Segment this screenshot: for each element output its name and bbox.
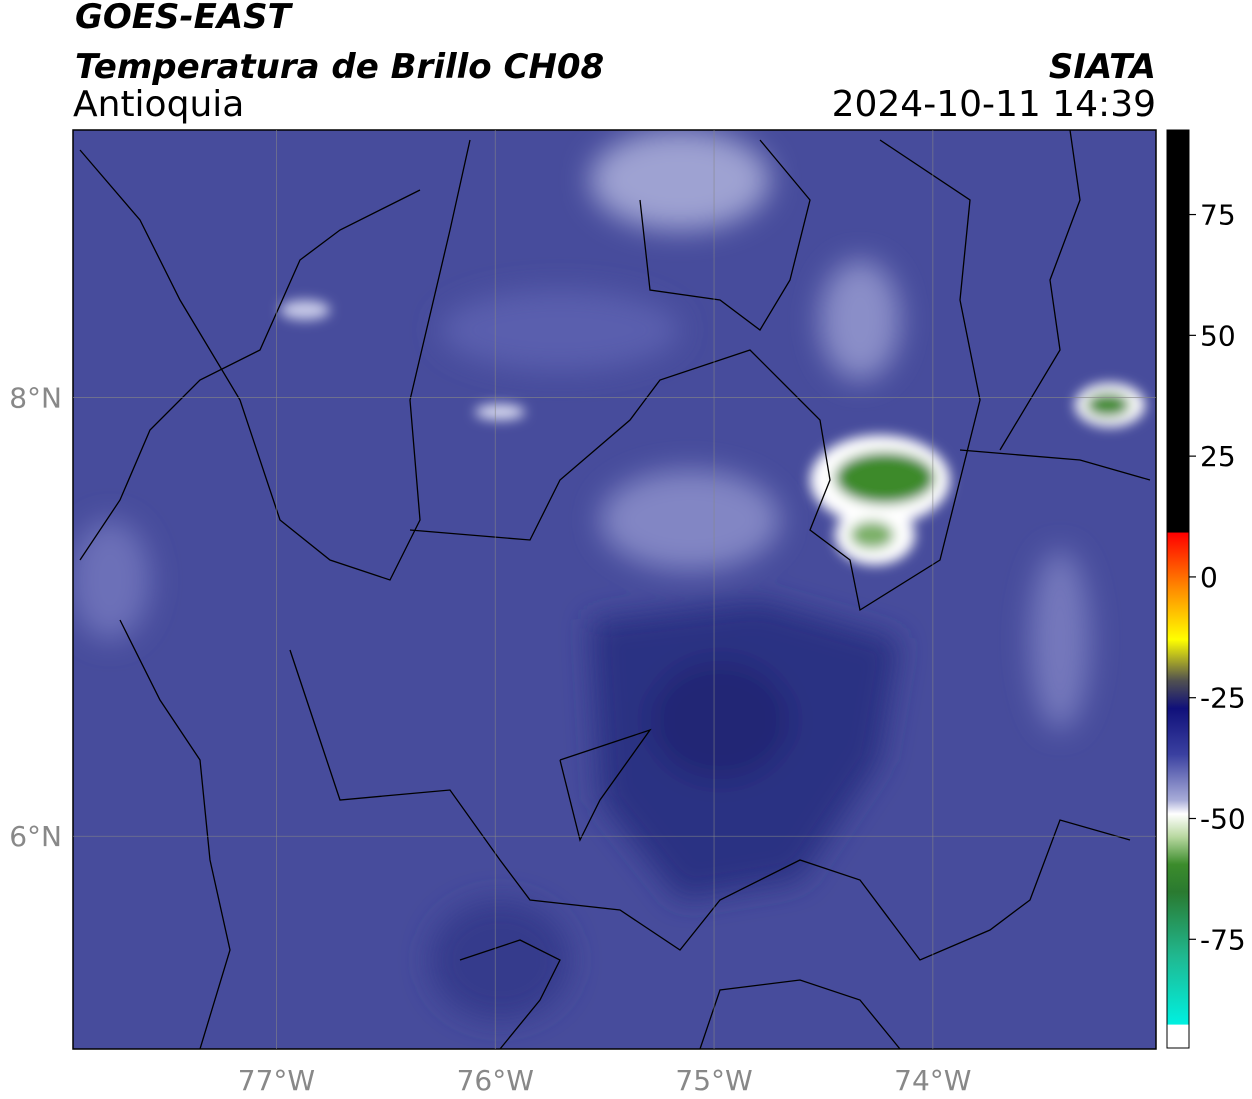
colorbar-tick-label: 50 — [1200, 319, 1236, 352]
colorbar-tick-label: -50 — [1200, 803, 1246, 836]
colorbar-tick-label: -75 — [1200, 923, 1246, 956]
colorbar-tick-label: -25 — [1200, 682, 1246, 715]
subtitle: Temperatura de Brillo CH08 — [75, 47, 604, 87]
x-tick-label: 75°W — [675, 1064, 752, 1097]
map-image — [73, 130, 1156, 1049]
x-tick-label: 74°W — [894, 1064, 971, 1097]
source: SIATA — [1049, 47, 1156, 87]
colorbar — [1166, 129, 1190, 1049]
y-tick-label: 8°N — [9, 382, 62, 415]
colorbar-tick-label: 25 — [1200, 440, 1236, 473]
x-tick-label: 77°W — [238, 1064, 315, 1097]
y-tick-label: 6°N — [9, 820, 62, 853]
title: GOES-EAST — [75, 0, 294, 37]
datetime: 2024-10-11 14:39 — [832, 84, 1156, 125]
colorbar-tick-label: 75 — [1200, 199, 1236, 232]
colorbar-tick-label: 0 — [1200, 561, 1218, 594]
map-frame — [72, 129, 1157, 1050]
x-tick-label: 76°W — [457, 1064, 534, 1097]
region: Antioquia — [73, 84, 244, 125]
